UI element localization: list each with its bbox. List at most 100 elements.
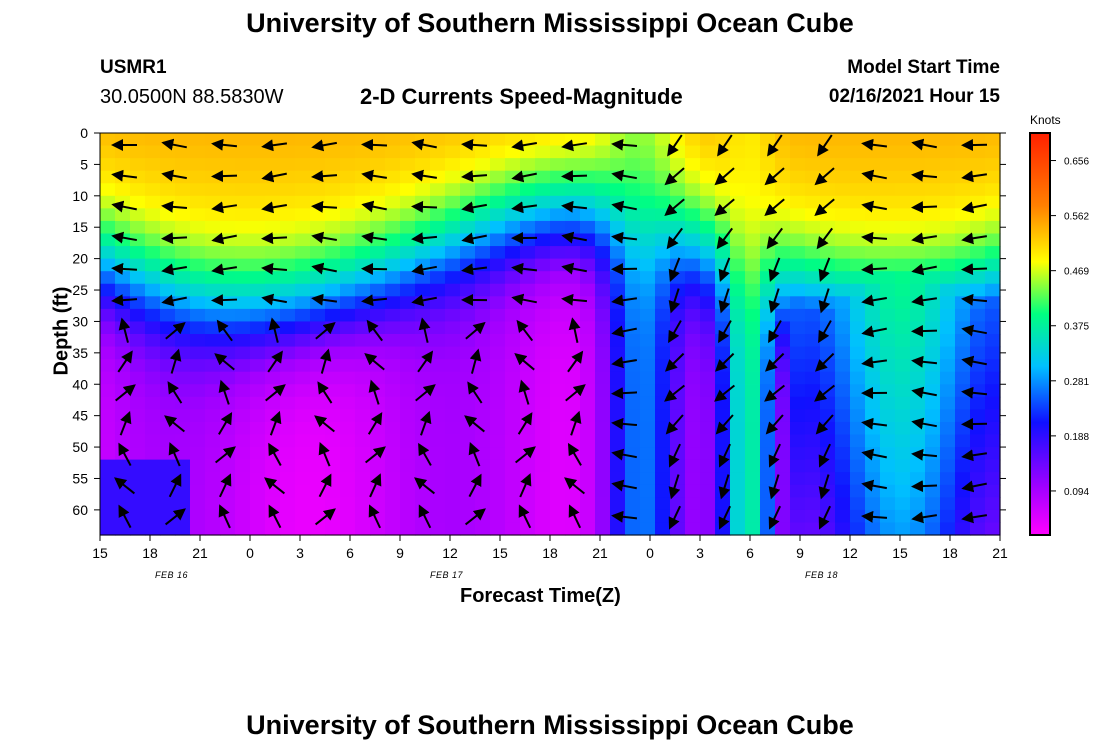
heatmap-cell [805, 522, 821, 536]
heatmap-cell [895, 308, 911, 323]
heatmap-cell [580, 409, 596, 423]
current-arrow [318, 473, 332, 498]
heatmap-cell [865, 472, 881, 486]
heatmap-cell [715, 195, 731, 209]
current-arrow [814, 198, 835, 216]
heatmap-cell [520, 296, 536, 310]
heatmap-cell [535, 472, 551, 486]
current-arrow [511, 139, 538, 152]
heatmap-cell [700, 497, 716, 511]
heatmap-cell [445, 246, 461, 260]
heatmap-cell [340, 384, 356, 398]
heatmap-cell [295, 334, 311, 348]
heatmap-cell [145, 170, 161, 184]
heatmap-cell [415, 296, 431, 310]
heatmap-cell [565, 283, 581, 297]
heatmap-cell [700, 346, 716, 360]
heatmap-cell [205, 434, 221, 448]
heatmap-cell [865, 183, 881, 197]
heatmap-cell [475, 271, 491, 285]
heatmap-cell [625, 384, 641, 398]
heatmap-cell [430, 158, 446, 172]
heatmap-cell [595, 484, 611, 498]
heatmap-cell [490, 384, 506, 398]
heatmap-cell [700, 145, 716, 159]
heatmap-cell [445, 220, 461, 235]
heatmap-cell [865, 233, 881, 247]
x-tick-label: 15 [92, 545, 108, 561]
heatmap-cell [595, 396, 611, 410]
heatmap-cell [805, 233, 821, 247]
heatmap-cell [385, 334, 401, 348]
current-arrow [465, 321, 486, 340]
current-arrow [318, 442, 331, 467]
heatmap-cell [430, 497, 446, 511]
current-arrow [861, 356, 888, 369]
heatmap-cell [175, 334, 191, 348]
heatmap-cell [460, 145, 476, 159]
heatmap-cell [175, 497, 191, 511]
heatmap-cell [880, 195, 896, 209]
heatmap-cell [355, 371, 371, 385]
heatmap-cell [805, 459, 821, 473]
current-arrow [367, 412, 383, 435]
heatmap-cell [310, 283, 326, 297]
heatmap-cell [385, 308, 401, 323]
heatmap-cell [700, 396, 716, 410]
heatmap-cell [130, 170, 146, 184]
heatmap-cell [400, 145, 416, 159]
heatmap-cell [235, 283, 251, 297]
heatmap-cell [640, 522, 656, 536]
heatmap-cell [385, 321, 401, 335]
heatmap-cell [385, 522, 401, 536]
heatmap-cell [640, 359, 656, 373]
heatmap-cell [190, 409, 206, 423]
current-arrow [111, 169, 138, 182]
heatmap-cell [280, 195, 296, 209]
heatmap-cell [430, 183, 446, 197]
heatmap-cell [430, 170, 446, 184]
current-arrow [718, 443, 731, 468]
heatmap-cell [505, 334, 521, 348]
heatmap-cell [190, 359, 206, 373]
current-arrow [611, 169, 637, 182]
heatmap-cell [160, 220, 176, 235]
heatmap-cell [130, 522, 146, 536]
current-arrow [668, 320, 682, 344]
current-arrow [911, 232, 938, 245]
heatmap-cell [460, 459, 476, 473]
heatmap-cell [355, 497, 371, 511]
x-tick-label: 18 [142, 545, 158, 561]
heatmap-cell [310, 509, 326, 524]
heatmap-cell [595, 233, 611, 247]
heatmap-cell [130, 497, 146, 511]
heatmap-cell [265, 246, 281, 260]
current-arrow [861, 200, 887, 213]
current-arrow [119, 410, 132, 436]
heatmap-cell [250, 447, 266, 461]
heatmap-cell [160, 170, 176, 184]
heatmap-cell [100, 396, 116, 410]
current-arrow [911, 480, 938, 493]
heatmap-cell [565, 183, 581, 197]
heatmap-cell [100, 170, 116, 184]
heatmap-cell [130, 371, 146, 385]
colorbar-tick-label: 0.375 [1064, 322, 1089, 333]
heatmap-cell [880, 246, 896, 260]
heatmap-cell [700, 158, 716, 172]
heatmap-cell [340, 497, 356, 511]
heatmap-cell [295, 133, 311, 147]
heatmap-cell [880, 359, 896, 373]
heatmap-cell [880, 170, 896, 184]
heatmap-cell [385, 246, 401, 260]
heatmap-cell [670, 258, 686, 272]
current-arrow [814, 384, 836, 402]
current-arrow [911, 448, 938, 461]
heatmap-cell [715, 434, 731, 448]
heatmap-cell [160, 183, 176, 197]
y-tick-label: 35 [72, 345, 88, 361]
heatmap-cell [880, 233, 896, 247]
heatmap-cell [340, 522, 356, 536]
heatmap-cell [190, 258, 206, 272]
heatmap-cell [340, 233, 356, 247]
